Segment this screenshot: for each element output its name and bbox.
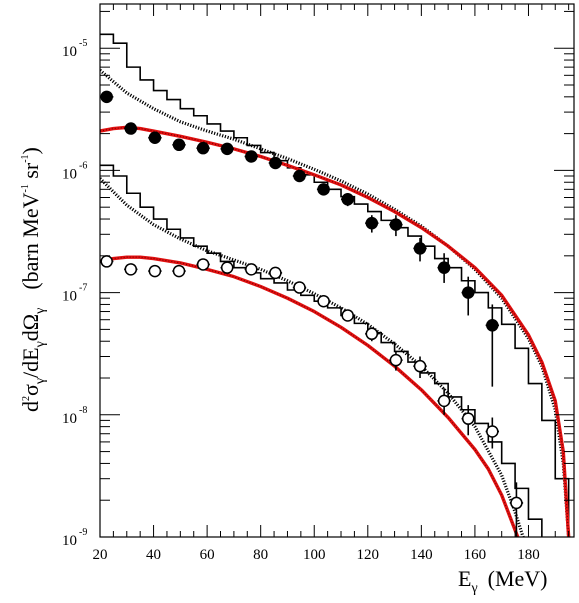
x-tick-label: 80: [253, 547, 268, 563]
x-tick-label: 60: [200, 547, 215, 563]
y-axis-sigma: σ: [18, 384, 43, 396]
dotted-lower-curve: [100, 177, 525, 537]
y-tick-label: 10: [62, 44, 77, 60]
y-axis-sub-2: γ: [33, 341, 48, 348]
data-point-filled: [341, 193, 354, 206]
data-point-filled: [461, 286, 475, 299]
x-tick-label: 120: [357, 547, 380, 563]
data-point-open: [461, 412, 475, 425]
x-tick-label: 160: [464, 547, 487, 563]
data-point-open: [437, 394, 451, 408]
dotted-upper-curve: [100, 69, 571, 537]
x-tick-label: 180: [517, 547, 540, 563]
y-axis-sub-3: γ: [33, 308, 48, 315]
data-point-open: [486, 425, 499, 438]
y-tick-label: 10: [62, 533, 77, 549]
data-point-filled: [172, 138, 186, 152]
axis-ticks: [99, 4, 574, 538]
data-point-open: [196, 258, 210, 271]
data-point-filled: [124, 122, 138, 135]
y-axis-d: d: [18, 401, 43, 412]
y-axis-unit-exp-2: -1: [20, 154, 31, 162]
data-point-open: [389, 353, 403, 367]
y-tick-label: 10: [62, 289, 77, 305]
data-point-open: [172, 264, 186, 278]
data-point-open: [124, 263, 138, 276]
x-axis-subscript: γ: [470, 581, 477, 596]
y-axis-sub-1: γ: [33, 378, 48, 385]
red-upper-curve-dots: [100, 126, 570, 537]
y-tick-label: 10: [62, 411, 77, 427]
histogram-lower-line: [100, 164, 543, 537]
x-axis-unit: (MeV): [488, 566, 548, 591]
y-axis-unit-close: ): [18, 147, 43, 154]
data-point-filled: [437, 261, 451, 274]
svg-text:d2σγ/dEγdΩγ(barn MeV-1 sr-1): d2σγ/dEγdΩγ(barn MeV-1 sr-1): [18, 147, 48, 412]
y-tick-exponent: -5: [79, 38, 87, 49]
data-point-open: [100, 255, 113, 268]
plot-series-layer: [100, 33, 571, 537]
data-point-filled: [220, 142, 234, 156]
data-point-filled: [293, 169, 306, 183]
y-axis-slash-de: /dE: [18, 347, 43, 378]
data-point-filled: [196, 141, 210, 155]
data-point-open: [365, 327, 379, 341]
plot-frame: [99, 3, 575, 538]
y-tick-exponent: -6: [79, 160, 87, 171]
y-tick-exponent: -7: [79, 283, 87, 294]
data-point-filled: [365, 216, 379, 230]
x-tick-label: 140: [410, 547, 433, 563]
tick-labels: 20 40 60 80 100 120 140 160 18010-910-810-710-61…: [62, 38, 540, 563]
data-point-open: [510, 496, 523, 510]
y-axis-unit-exp-1: -1: [20, 184, 31, 192]
y-axis-title: d2σγ/dEγdΩγ(barn MeV-1 sr-1): [18, 147, 48, 412]
data-point-filled: [269, 156, 282, 170]
data-point-filled: [317, 183, 330, 196]
x-tick-label: 20: [93, 547, 108, 563]
x-tick-label: 40: [146, 547, 161, 563]
y-axis-domega: dΩ: [18, 314, 43, 341]
y-axis-unit-open: (barn MeV: [18, 192, 43, 289]
data-point-open: [293, 281, 306, 294]
data-point-filled: [148, 131, 162, 145]
y-tick-exponent: -8: [79, 405, 87, 416]
y-axis-exp-2: 2: [21, 396, 32, 401]
x-axis-symbol: E: [458, 566, 471, 591]
data-point-filled: [245, 150, 258, 163]
data-point-open: [413, 359, 427, 373]
data-point-open: [148, 264, 162, 278]
x-axis-title: Eγ (MeV): [458, 566, 548, 596]
data-point-open: [269, 266, 282, 280]
y-tick-exponent: -9: [79, 527, 87, 538]
data-point-open: [245, 263, 258, 276]
data-point-filled: [413, 242, 427, 255]
y-axis-unit-sr: sr: [18, 162, 43, 184]
data-point-filled: [486, 319, 499, 332]
red-lower-curve-dots: [100, 256, 519, 537]
data-point-filled: [389, 218, 403, 231]
x-tick-label: 100: [303, 547, 326, 563]
data-point-open: [341, 309, 354, 322]
data-point-open: [220, 261, 234, 274]
histogram-upper-line: [100, 33, 570, 537]
y-tick-label: 10: [62, 166, 77, 182]
data-point-open: [317, 294, 330, 308]
